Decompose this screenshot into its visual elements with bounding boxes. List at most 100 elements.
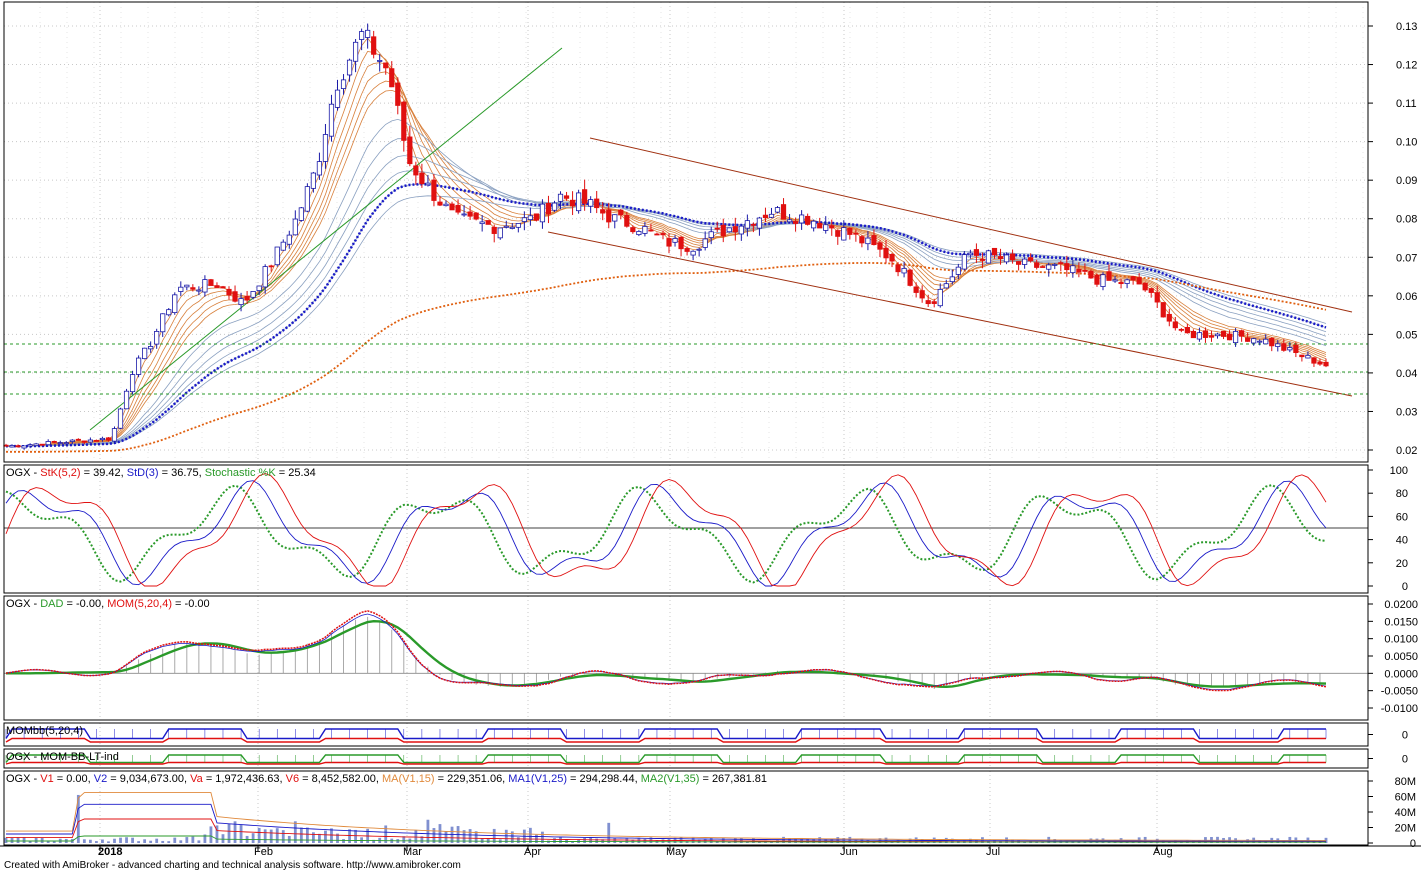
stoch-tick-label: 0 [1402,581,1408,593]
volume-bar [607,822,611,843]
candle [702,238,708,248]
volume-bar [432,828,436,843]
candle [1154,292,1160,303]
volume-bar [221,834,225,843]
volume-bar [191,836,195,843]
volume-bar [348,829,351,843]
stoch-k-line [5,473,1327,587]
mombb-panel[interactable] [5,728,1327,743]
volume-bar [215,825,219,843]
momentum-panel[interactable] [4,610,1368,692]
price-tick-label: 0.07 [1396,252,1417,264]
volume-bar [541,831,544,843]
candle [1190,330,1196,339]
candle [503,225,509,228]
volume-bar [643,838,647,843]
mom-bb-lt-panel[interactable] [5,754,1327,765]
volume-bar [155,838,159,843]
candle [1076,268,1082,273]
candle [280,241,286,251]
candle [666,238,672,247]
volume-header-part: OGX - [6,773,40,785]
candle [726,227,732,233]
candle [431,179,437,201]
mom-tick-label: -0.0050 [1381,686,1418,698]
ema-short-line [5,89,1327,447]
candle [799,214,805,224]
candle [823,224,829,231]
candle [123,390,130,410]
candle [352,41,359,62]
candle [636,231,642,236]
candle [365,29,371,38]
candle [774,207,781,213]
stoch-tick-label: 40 [1396,535,1408,547]
volume-bar [269,829,273,843]
stoch-pct-k-line [5,484,1327,584]
candle [292,218,298,236]
price-panel[interactable] [3,23,1368,453]
volume-bar [107,841,110,843]
volume-bar [227,823,231,843]
candle [696,248,702,251]
volume-header-part: = 9,034,673.00, [107,773,190,785]
candle [129,374,136,393]
candle [624,215,630,227]
candle [1263,338,1269,345]
candle [298,207,304,221]
candle [497,227,503,239]
candle [328,103,335,137]
volume-bar [1017,839,1021,843]
volume-bar [528,827,532,843]
candle [63,442,69,445]
volume-bar [619,841,623,843]
small-panel-tick-label: 0 [1402,730,1408,742]
candle [937,288,943,307]
volume-bar [414,830,418,843]
volume-bar [510,831,514,843]
candle [9,445,15,448]
volume-bar [1059,839,1063,843]
volume-bar [860,838,864,843]
candle [1305,354,1311,359]
candle [678,236,684,250]
candle [690,250,696,256]
candle [925,300,931,305]
candle [413,165,419,176]
candle [612,214,618,222]
volume-bar [311,832,315,843]
mom-frame [3,595,1369,721]
candle [762,214,769,219]
candle [654,233,660,236]
candle [1040,266,1046,268]
candle [1160,302,1166,318]
candle [967,252,973,256]
candle [154,331,160,345]
stoch-header-part: Stochastic %K [205,467,277,479]
ma-v1-15-line [6,792,1326,841]
candle [99,437,106,441]
volume-bar [305,827,309,843]
candle [184,284,190,288]
volume-panel[interactable] [4,792,1328,843]
mom-tick-label: 0.0000 [1384,668,1418,680]
candle [437,201,443,206]
candle [15,445,21,448]
volume-bar [52,840,56,843]
stochastic-panel[interactable] [4,473,1368,587]
candle [660,233,666,236]
stoch-tick-label: 60 [1396,511,1408,523]
volume-bar [125,837,128,843]
volume-header-part: = 8,452,582.00, [299,773,382,785]
ema-long-line [5,118,1327,447]
price-frame [3,1,1369,463]
candle [1299,354,1305,358]
candle [979,258,986,261]
candle [949,276,955,283]
candle [81,440,87,443]
candle [1100,274,1106,287]
volume-bar [185,837,189,843]
ma2-v1-35-line [6,835,1326,843]
candle [256,285,262,291]
